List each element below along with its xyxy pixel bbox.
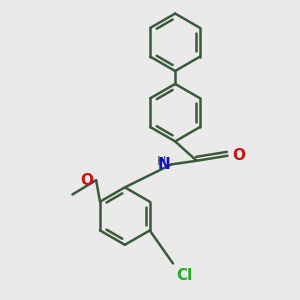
Text: O: O [80,173,93,188]
Text: H: H [157,155,167,168]
Text: N: N [158,157,171,172]
Text: O: O [232,148,245,163]
Text: Cl: Cl [176,268,192,283]
